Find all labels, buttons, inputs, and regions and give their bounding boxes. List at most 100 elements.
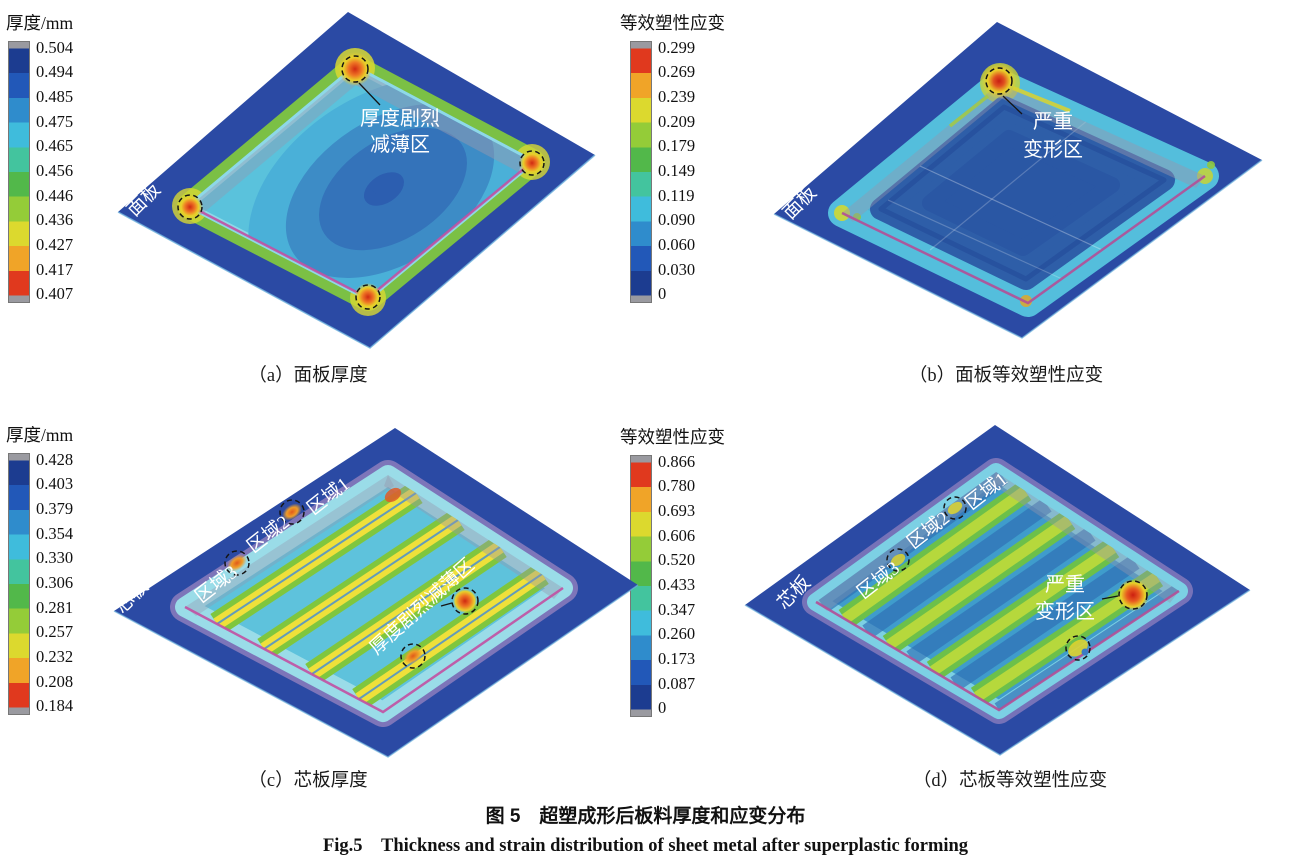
plate-edge-highlight xyxy=(117,154,596,349)
dashed-circle-marker xyxy=(1118,580,1148,610)
dashed-circle-marker xyxy=(341,55,369,83)
dashed-circle-marker xyxy=(519,150,545,176)
tick-label: 0.209 xyxy=(658,111,696,131)
tick-label: 0 xyxy=(658,698,667,718)
thinning-hotspots xyxy=(177,52,545,311)
callout-leader-line xyxy=(1101,595,1119,600)
callout-severe-zone-line1: 严重 xyxy=(1033,110,1073,133)
dashed-circle-marker xyxy=(1065,635,1091,661)
dashed-circle-marker xyxy=(985,67,1013,95)
thickness-stripes xyxy=(210,482,549,709)
colorbar-ticks-d: 0.866 0.780 0.693 0.606 0.520 0.433 0.347 0.260… xyxy=(658,452,695,719)
tick-label: 0.494 xyxy=(36,62,74,82)
die-shadow-band xyxy=(994,83,1205,188)
tick-label: 0.427 xyxy=(36,235,74,254)
tick-label: 0.504 xyxy=(36,37,74,57)
stripe xyxy=(352,564,549,709)
stripe xyxy=(882,510,1076,655)
colorbar-b xyxy=(630,41,652,303)
callout-thinning-zone-line1: 厚度剧烈 xyxy=(360,107,440,130)
tick-label: 0.232 xyxy=(36,647,74,666)
tick-label: 0.347 xyxy=(658,599,696,619)
plate-edge-highlight xyxy=(744,589,1251,756)
dashed-circle-marker xyxy=(943,496,967,520)
dashed-circle-marker xyxy=(177,194,203,220)
die-shadow-band xyxy=(842,83,1008,222)
callout-leader-line xyxy=(1002,95,1023,115)
tick-label: 0.417 xyxy=(36,259,74,279)
tick-label: 0.060 xyxy=(658,235,696,254)
legend-title-d: 等效塑性应变 xyxy=(620,427,725,447)
contour-plot-panel-c: 区域1 区域2 区域3 芯板 厚度剧烈减薄区 xyxy=(111,428,639,758)
tick-label: 0 xyxy=(658,284,667,304)
tick-label: 0.184 xyxy=(36,696,74,716)
magenta-edge-line xyxy=(815,589,1180,712)
tick-label: 0.030 xyxy=(658,259,696,279)
tick-label: 0.606 xyxy=(658,525,696,545)
tick-label: 0.456 xyxy=(36,160,74,180)
figure-title-en: Fig.5 Thickness and strain distribution … xyxy=(322,836,969,856)
colorbar-ticks-b: 0.299 0.269 0.239 0.209 0.179 0.149 0.119 0.090… xyxy=(658,38,695,305)
callout-leader-line xyxy=(358,82,381,106)
colorbar-ticks-a: 0.504 0.494 0.485 0.475 0.465 0.456 0.446 0.436… xyxy=(36,38,73,305)
callout-thinning-zone-line2: 减薄区 xyxy=(370,133,430,156)
tick-label: 0.149 xyxy=(658,160,696,180)
legend-title-a: 厚度/mm xyxy=(6,13,74,33)
dashed-circle-marker xyxy=(886,548,910,572)
tick-label: 0.269 xyxy=(658,62,696,82)
dashed-circle-marker xyxy=(279,499,305,525)
legend-body-d: 0.866 0.780 0.693 0.606 0.520 0.433 0.347 0.260… xyxy=(628,452,738,723)
tick-label: 0.179 xyxy=(658,136,696,156)
tick-label: 0.475 xyxy=(36,111,74,131)
die-shadow-band xyxy=(348,68,532,174)
stripe xyxy=(305,537,507,684)
tick-label: 0.208 xyxy=(36,671,74,691)
tick-label: 0.119 xyxy=(658,185,695,205)
tick-label: 0.173 xyxy=(658,649,696,668)
stripe xyxy=(838,482,1032,628)
strain-hotspots xyxy=(890,501,1149,657)
tick-label: 0.299 xyxy=(658,37,696,57)
die-shadow-band xyxy=(992,472,1179,603)
green-strain-streak xyxy=(948,94,990,128)
tick-label: 0.520 xyxy=(658,550,696,570)
tick-label: 0.436 xyxy=(36,210,74,230)
tick-label: 0.465 xyxy=(36,136,74,156)
tick-label: 0.281 xyxy=(36,597,74,617)
contour-plot-panel-d: 区域1 区域2 区域3 芯板 严重 变形区 xyxy=(744,425,1251,756)
callout-severe-zone-line1: 严重 xyxy=(1045,573,1085,596)
tick-label: 0.306 xyxy=(36,572,74,592)
die-shadow-band xyxy=(384,475,563,599)
dashed-circle-marker xyxy=(451,587,479,615)
magenta-edge-line xyxy=(184,586,564,714)
tick-label: 0.379 xyxy=(36,498,74,518)
die-shadow-band xyxy=(185,475,394,616)
legend-panel-c: 厚度/mm 0.428 0.403 0.379 0.354 0.330 0.306 0.28… xyxy=(6,422,116,721)
contour-plot-panel-b: 严重 变形区 面板 xyxy=(773,22,1263,339)
die-shadow-band xyxy=(190,68,363,215)
yellow-strain-streak xyxy=(1012,86,1071,113)
tick-label: 0.257 xyxy=(36,622,74,642)
legend-title-b: 等效塑性应变 xyxy=(620,13,725,33)
low-strain-core xyxy=(922,130,1120,256)
colorbar-c xyxy=(8,453,30,715)
tick-label: 0.260 xyxy=(658,624,696,644)
legend-body-a: 0.504 0.494 0.485 0.475 0.465 0.456 0.446 0.436… xyxy=(6,38,116,309)
tick-label: 0.780 xyxy=(658,476,696,496)
callout-severe-zone-line2: 变形区 xyxy=(1035,600,1095,623)
tick-label: 0.330 xyxy=(36,548,74,568)
contour-ring xyxy=(878,104,1167,282)
caption-panel-b: （b）面板等效塑性应变 xyxy=(908,366,1104,386)
tick-label: 0.354 xyxy=(36,523,74,543)
tick-label: 0.407 xyxy=(36,284,74,304)
caption-panel-d: （d）芯板等效塑性应变 xyxy=(912,771,1108,791)
legend-panel-b: 等效塑性应变 0.299 0.269 0.239 0.209 0.179 0.149 0.1… xyxy=(620,10,738,309)
tick-label: 0.403 xyxy=(36,474,74,494)
tick-label: 0.433 xyxy=(658,574,696,594)
callout-severe-zone-line2: 变形区 xyxy=(1023,138,1083,161)
dashed-circle-marker xyxy=(355,284,381,310)
legend-body-c: 0.428 0.403 0.379 0.354 0.330 0.306 0.281 0.257… xyxy=(6,450,116,721)
tick-label: 0.485 xyxy=(36,86,74,106)
plate-edge-highlight xyxy=(113,584,639,758)
caption-panel-a: （a）面板厚度 xyxy=(248,366,368,386)
